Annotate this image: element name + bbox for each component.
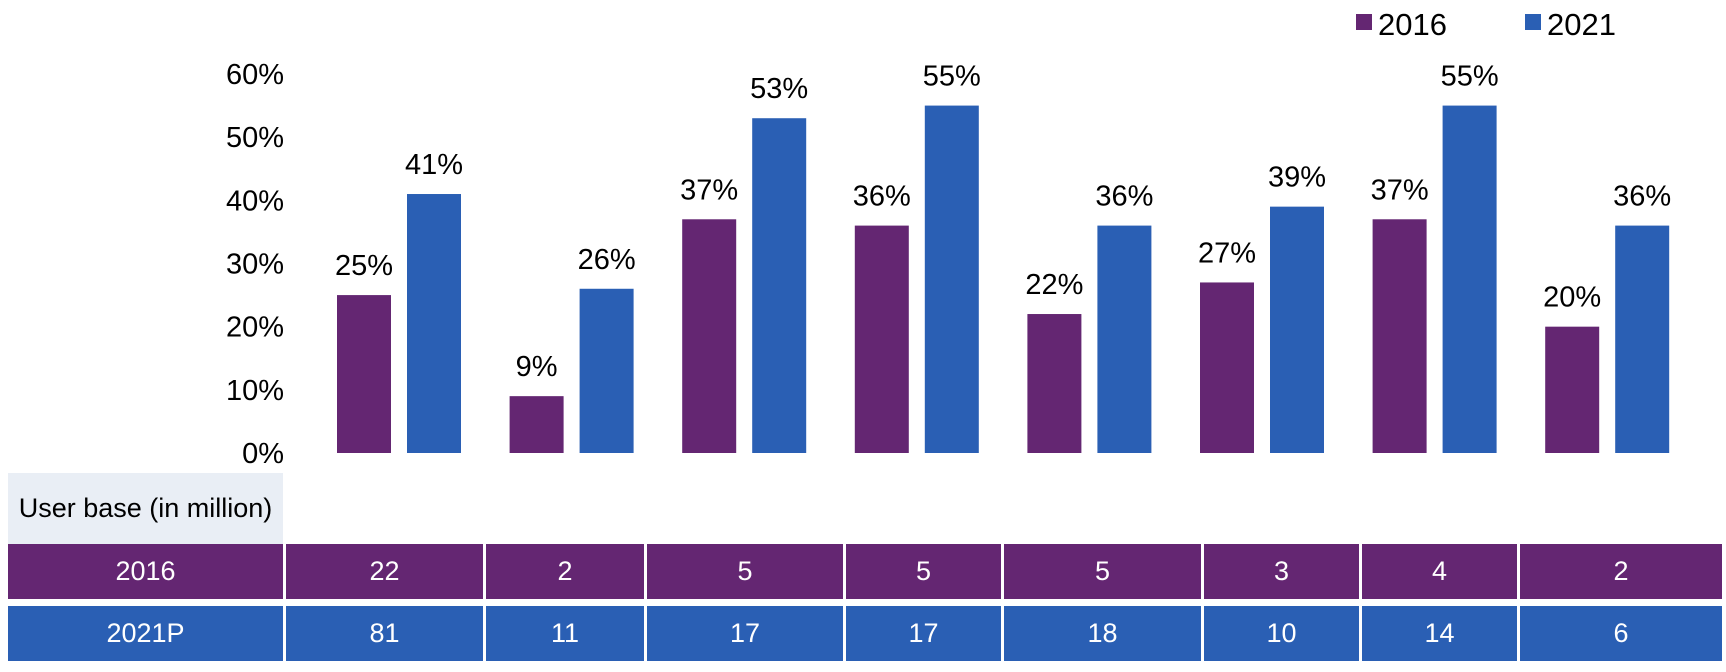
bar-chart: 2016 2021 0% 10% 20% 30% 40% 50% 60% 25% 41% 9% 26… bbox=[226, 7, 1671, 470]
cell-2016-tamil: 5 bbox=[846, 544, 1004, 599]
data-label-kannada-2021: 55% bbox=[1441, 61, 1499, 93]
bar-telugu-2016 bbox=[682, 219, 737, 453]
cell-2021p-hindi: 81 bbox=[286, 606, 486, 661]
legend-swatch-2021 bbox=[1525, 14, 1541, 30]
y-tick-label-10: 10% bbox=[226, 375, 284, 407]
bar-marathi-2016 bbox=[1027, 314, 1082, 453]
cell-2016-hindi: 22 bbox=[286, 544, 486, 599]
data-label-hindi-2016: 25% bbox=[335, 250, 393, 282]
cell-2021p-tamil: 17 bbox=[846, 606, 1004, 661]
cell-2021p-kannada: 14 bbox=[1362, 606, 1520, 661]
bars bbox=[337, 105, 1670, 453]
legend-swatch-2016 bbox=[1356, 14, 1372, 30]
data-label-gujarati-2021: 39% bbox=[1268, 162, 1326, 194]
y-tick-label-50: 50% bbox=[226, 122, 284, 154]
data-label-tamil-2016: 36% bbox=[853, 181, 911, 213]
bar-telugu-2021 bbox=[752, 118, 807, 453]
legend-label-2021: 2021 bbox=[1547, 7, 1616, 42]
y-axis: 0% 10% 20% 30% 40% 50% 60% bbox=[226, 59, 284, 470]
data-label-tamil-2021: 55% bbox=[923, 61, 981, 93]
row-label-2021p: 2021P bbox=[8, 606, 286, 661]
cell-2016-marathi: 5 bbox=[1004, 544, 1204, 599]
cell-2016-bengali: 2 bbox=[486, 544, 647, 599]
data-label-gujarati-2016: 27% bbox=[1198, 237, 1256, 269]
bar-marathi-2021 bbox=[1097, 225, 1152, 453]
y-tick-label-20: 20% bbox=[226, 312, 284, 344]
cell-2021p-bengali: 11 bbox=[486, 606, 647, 661]
table-row-2016: 2016 22 2 5 5 5 3 4 2 bbox=[8, 544, 1722, 599]
user-base-table: User base (in million) 2016 22 2 5 5 5 3 4 2 202… bbox=[8, 473, 1722, 667]
cell-2021p-marathi: 18 bbox=[1004, 606, 1204, 661]
data-label-telugu-2016: 37% bbox=[680, 174, 738, 206]
bar-hindi-2016 bbox=[337, 295, 391, 453]
bar-malayalam-2021 bbox=[1615, 225, 1670, 453]
cell-2016-malayalam: 2 bbox=[1520, 544, 1722, 599]
data-label-malayalam-2016: 20% bbox=[1543, 282, 1601, 314]
data-label-malayalam-2021: 36% bbox=[1613, 181, 1671, 213]
data-labels: 25% 41% 9% 26% 37% 53% 36% 55% 22% 36% 27% 39% 37% 55… bbox=[335, 61, 1671, 384]
cell-2016-telugu: 5 bbox=[647, 544, 846, 599]
bar-gujarati-2016 bbox=[1200, 282, 1254, 453]
bar-tamil-2021 bbox=[924, 105, 979, 453]
bar-kannada-2021 bbox=[1442, 105, 1497, 453]
bar-bengali-2021 bbox=[579, 288, 634, 453]
data-label-bengali-2016: 9% bbox=[516, 351, 558, 383]
data-label-marathi-2021: 36% bbox=[1095, 181, 1153, 213]
legend-label-2016: 2016 bbox=[1378, 7, 1447, 42]
table-header-user-base: User base (in million) bbox=[8, 473, 283, 544]
data-label-hindi-2021: 41% bbox=[405, 149, 463, 181]
cell-2016-kannada: 4 bbox=[1362, 544, 1520, 599]
bar-malayalam-2016 bbox=[1545, 326, 1600, 453]
row-label-2016: 2016 bbox=[8, 544, 286, 599]
cell-2021p-telugu: 17 bbox=[647, 606, 846, 661]
data-label-telugu-2021: 53% bbox=[750, 73, 808, 105]
y-tick-label-30: 30% bbox=[226, 249, 284, 281]
data-label-bengali-2021: 26% bbox=[578, 244, 636, 276]
y-tick-label-0: 0% bbox=[242, 438, 284, 470]
cell-2021p-malayalam: 6 bbox=[1520, 606, 1722, 661]
y-tick-label-40: 40% bbox=[226, 185, 284, 217]
y-tick-label-60: 60% bbox=[226, 59, 284, 91]
data-label-marathi-2016: 22% bbox=[1025, 269, 1083, 301]
legend: 2016 2021 bbox=[1356, 7, 1616, 42]
cell-2016-gujarati: 3 bbox=[1204, 544, 1362, 599]
table-row-2021p: 2021P 81 11 17 17 18 10 14 6 bbox=[8, 606, 1722, 661]
data-label-kannada-2016: 37% bbox=[1371, 174, 1429, 206]
bar-kannada-2016 bbox=[1372, 219, 1427, 453]
bar-gujarati-2021 bbox=[1270, 206, 1324, 453]
bar-tamil-2016 bbox=[854, 225, 909, 453]
bar-hindi-2021 bbox=[407, 194, 461, 453]
bar-bengali-2016 bbox=[509, 396, 564, 453]
cell-2021p-gujarati: 10 bbox=[1204, 606, 1362, 661]
